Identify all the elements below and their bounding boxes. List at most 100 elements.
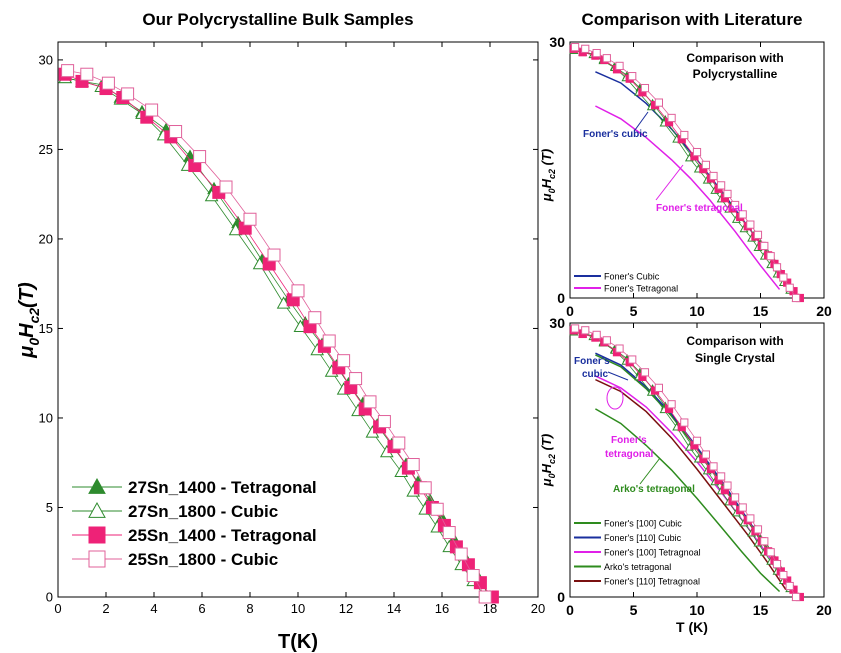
legend-label: Foner's [100] Cubic (604, 519, 682, 529)
panel-a-marker (349, 372, 363, 386)
panel-b-bulk-marker (738, 210, 747, 219)
panel-c-axes: 0 5 10 15 20 0 30 (549, 315, 832, 618)
panel-c-bulk-marker (717, 472, 726, 481)
legend-label: 27Sn_1800 - Cubic (128, 502, 278, 521)
panel-a-marker (461, 558, 475, 572)
panel-b-legend: Foner's Cubic Foner's Tetragonal (574, 272, 678, 294)
legend-label: Foner's [110] Tetragnoal (604, 577, 700, 587)
panel-a-marker (169, 125, 183, 139)
panel-b-bulk-marker (628, 72, 637, 81)
x-tick-label: 10 (689, 303, 705, 319)
panel-b-y-label: μ0Hc2 (T) (539, 149, 557, 202)
y-tick-label: 0 (46, 590, 53, 605)
panel-a-legend: 27Sn_1400 - Tetragonal 27Sn_1800 - Cubic 2… (72, 477, 317, 569)
legend-label: 27Sn_1400 - Tetragonal (128, 478, 317, 497)
panel-a-marker (145, 103, 159, 117)
panel-b-bulk-marker (731, 200, 740, 210)
svg-text:μ0Hc2 (T): μ0Hc2 (T) (539, 434, 557, 487)
panel-b-curve (595, 105, 781, 290)
panel-c-bulk-marker (570, 324, 580, 333)
panel-a-marker (308, 311, 322, 325)
panel-c-bulk-marker (753, 525, 763, 534)
panel-b-bulk-marker (723, 189, 732, 198)
panel-c-bulk-marker (692, 436, 702, 445)
panel-b-bulk-marker (785, 283, 794, 292)
panel-a-marker (454, 547, 468, 561)
x-tick-label: 0 (566, 602, 574, 618)
panel-c-legend: Foner's [100] Cubic Foner's [110] Cubic Fo… (574, 519, 701, 587)
panel-c-bulk-marker (709, 462, 718, 471)
x-tick-label: 6 (198, 601, 205, 616)
panel-c-data (569, 324, 804, 602)
panel-c-bulk-marker (581, 326, 590, 335)
panel-b-bulk-marker (570, 43, 580, 52)
legend-label: Foner's Cubic (604, 272, 660, 282)
panel-c-bulk-marker (701, 450, 710, 459)
x-tick-label: 16 (435, 601, 449, 616)
panel-b-subtitle-line1: Comparison with (686, 51, 783, 65)
panel-a-marker (193, 150, 207, 164)
y-tick-label: 30 (549, 315, 565, 331)
panel-c-y-label: μ0Hc2 (T) (539, 434, 557, 487)
legend-label: 25Sn_1400 - Tetragonal (128, 526, 317, 545)
panel-a-axes: 0 2 4 6 8 10 12 14 16 18 20 0 5 10 15 20 25 30 (39, 42, 545, 616)
y-tick-label: 25 (39, 142, 53, 157)
panel-a-marker (442, 526, 456, 540)
panel-b-bulk-marker (753, 230, 763, 239)
panel-c-curve (595, 378, 787, 591)
panel-a-title: Our Polycrystalline Bulk Samples (142, 10, 413, 29)
panel-b-bulk-marker (709, 171, 718, 181)
svg-text:μ0Hc2(T): μ0Hc2(T) (16, 282, 42, 359)
panel-a-marker (392, 436, 406, 450)
panel-b-axes: 0 5 10 15 20 0 30 (549, 34, 832, 319)
y-tick-label: 30 (39, 52, 53, 67)
panel-b-bulk-marker (717, 181, 726, 190)
y-tick-label: 30 (549, 34, 565, 50)
panel-c-bulk-marker (731, 493, 740, 502)
panel-b-bulk-series-line (573, 48, 801, 299)
annotation-arrow (639, 457, 661, 485)
panel-c-bulk-marker (628, 355, 637, 364)
x-tick-label: 20 (531, 601, 545, 616)
panel-b-bulk-marker (680, 130, 689, 140)
annotation-arrow (655, 164, 684, 201)
panel-c-bulk-marker (723, 481, 732, 490)
panel-a-marker (252, 256, 267, 270)
panel-a-marker (478, 590, 492, 604)
panel-a-y-label: μ0Hc2(T) (16, 282, 42, 359)
panel-c-bulk-marker (615, 344, 624, 353)
panel-b-subtitle-line2: Polycrystalline (693, 67, 778, 81)
panel-a-marker (291, 284, 305, 298)
y-tick-label: 5 (46, 500, 53, 515)
panel-b-bulk-marker (615, 61, 624, 70)
annotation-sc-foner-tetragonal-2: tetragonal (605, 449, 654, 460)
panel-bulk-samples: Our Polycrystalline Bulk Samples 0 2 4 6 8 10… (16, 10, 545, 653)
panel-a-marker (293, 319, 308, 332)
x-tick-label: 0 (566, 303, 574, 319)
panel-b-bulk-marker (779, 273, 788, 282)
panel-c-bulk-marker (779, 570, 788, 580)
annotation-sc-foner-cubic-1: Foner's (574, 356, 610, 367)
x-tick-label: 10 (689, 602, 705, 618)
x-tick-label: 4 (150, 601, 157, 616)
panel-a-marker (322, 334, 336, 348)
legend-label: 25Sn_1800 - Cubic (128, 550, 278, 569)
panel-c-curve (595, 408, 781, 593)
legend-marker (88, 550, 106, 568)
x-tick-label: 20 (816, 602, 832, 618)
panel-a-marker (267, 248, 281, 262)
legend-marker (88, 526, 106, 544)
panel-a-marker (61, 64, 75, 78)
x-tick-label: 20 (816, 303, 832, 319)
panel-c-bulk-marker (766, 548, 775, 557)
panel-a-marker (80, 67, 94, 81)
panel-b-bulk-series-line (573, 50, 797, 299)
panel-b-bulk-marker (654, 98, 663, 107)
panel-a-data (58, 64, 499, 604)
panel-b-bulk-marker (602, 54, 611, 63)
panel-a-x-label: T(K) (278, 631, 318, 653)
svg-text:μ0Hc2 (T): μ0Hc2 (T) (539, 149, 557, 202)
panel-b-bulk-marker (640, 83, 650, 93)
panel-c-subtitle-line1: Comparison with (686, 334, 783, 348)
